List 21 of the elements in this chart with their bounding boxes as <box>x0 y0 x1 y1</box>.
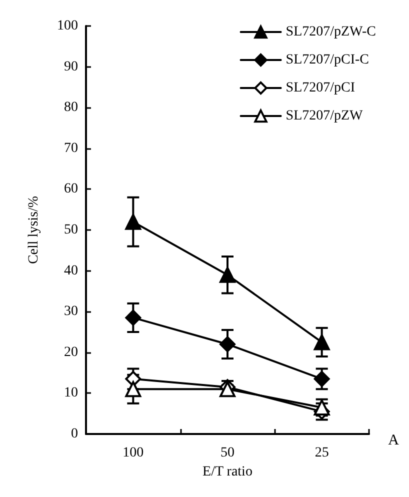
y-tick-label: 30 <box>64 304 78 320</box>
legend-label: SL7207/pCI <box>286 80 356 96</box>
x-tick-label: 25 <box>314 446 329 460</box>
legend-label: SL7207/pZW-C <box>286 24 376 40</box>
x-tick-label: 50 <box>220 446 234 460</box>
y-tick-label: 80 <box>64 100 78 116</box>
text: A <box>388 432 400 448</box>
y-tick-label: 50 <box>64 222 78 238</box>
x-axis-title: E/T ratio <box>202 464 252 480</box>
y-tick-label: 0 <box>71 426 78 442</box>
y-tick-label: 60 <box>64 182 78 197</box>
y-tick-label: 40 <box>64 263 78 278</box>
y-tick-label: 20 <box>64 344 78 360</box>
x-tick-label: 100 <box>122 446 144 460</box>
legend-label: SL7207/pCI-C <box>286 52 370 68</box>
y-tick-label: 10 <box>64 386 78 401</box>
y-tick-label: 70 <box>64 140 78 156</box>
y-tick-label: 90 <box>64 59 78 74</box>
legend-label: SL7207/pZW <box>286 108 364 124</box>
y-axis-title: Cell lysis/% <box>26 196 42 264</box>
y-tick-label: 100 <box>57 18 78 34</box>
